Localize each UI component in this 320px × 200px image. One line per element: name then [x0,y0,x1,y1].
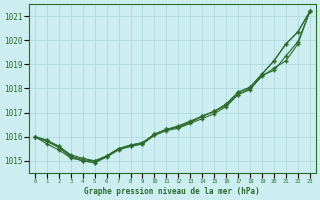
X-axis label: Graphe pression niveau de la mer (hPa): Graphe pression niveau de la mer (hPa) [84,187,260,196]
